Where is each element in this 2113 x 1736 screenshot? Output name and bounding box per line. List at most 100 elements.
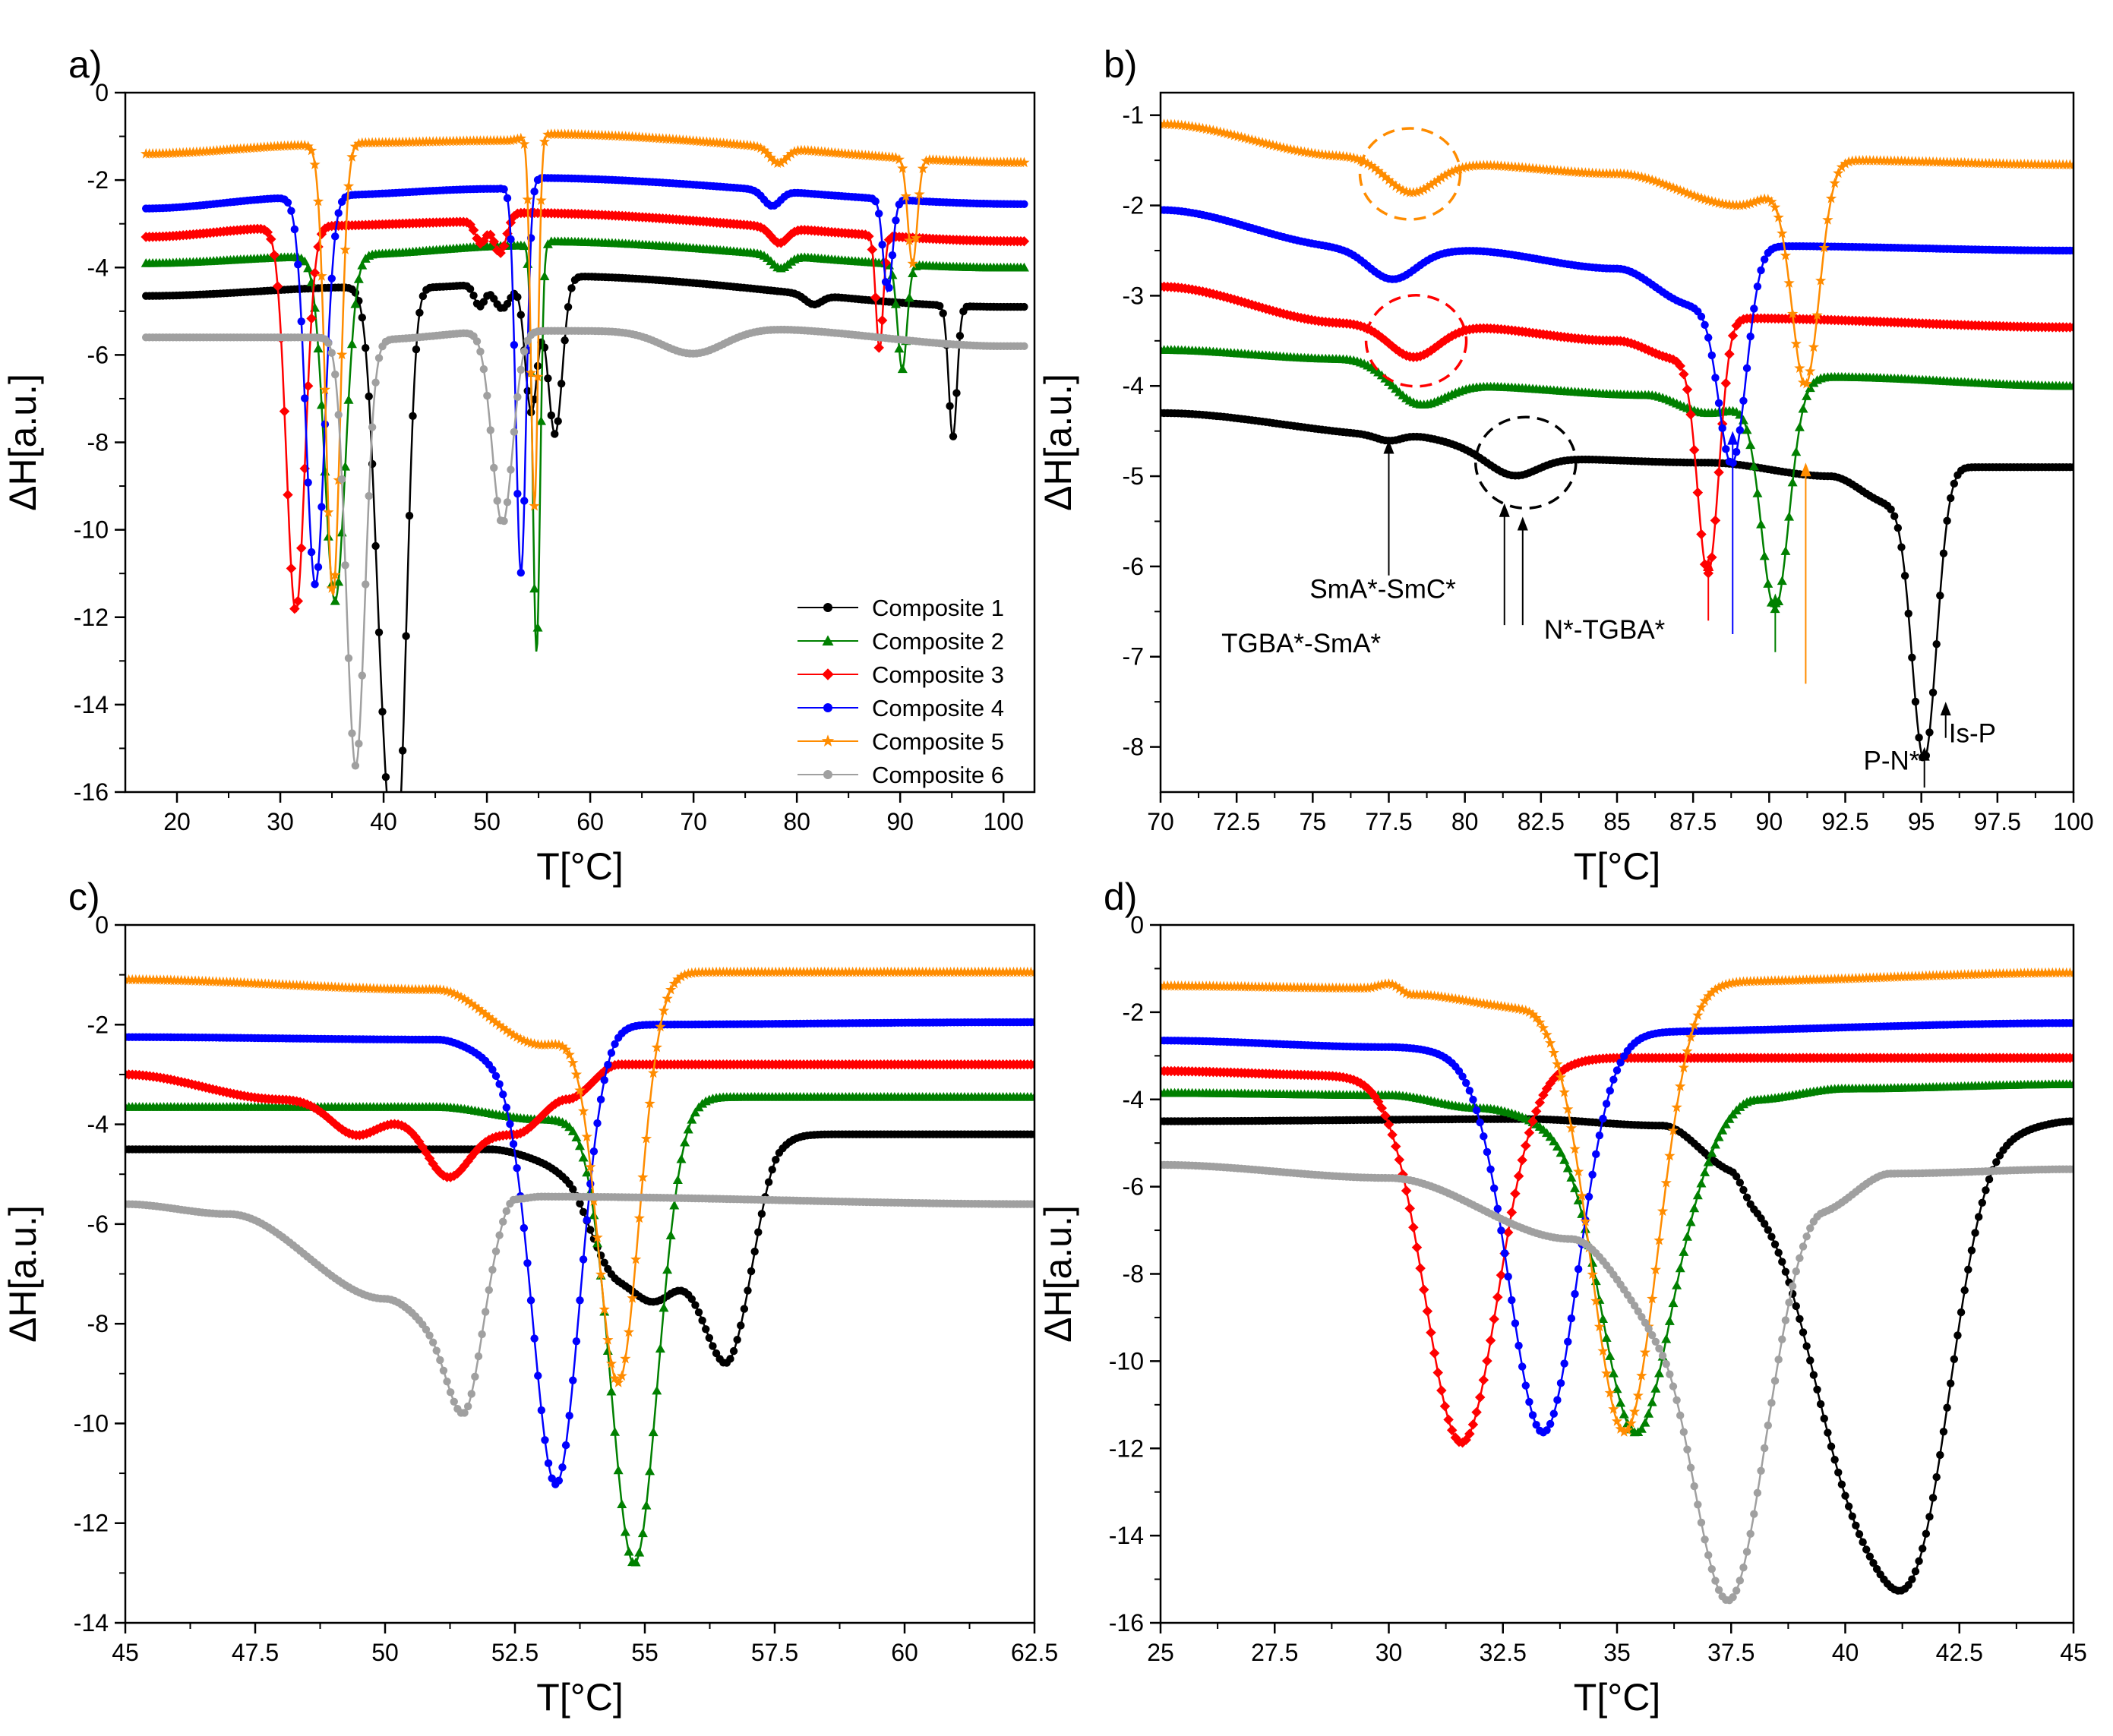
series-composite-6 [125,1192,1034,1417]
series-composite-3 [141,207,1030,614]
series-composite-1 [125,1130,1034,1367]
legend-label: Composite 2 [872,628,1004,655]
legend: Composite 1 Composite 2 Composite 3 Composi… [798,595,1004,788]
y-tick-label: -5 [1123,462,1144,490]
x-tick-label: 20 [163,808,191,835]
y-tick-label: -2 [87,166,109,194]
x-tick-label: 27.5 [1251,1639,1298,1666]
series-composite-5 [141,128,1030,597]
legend-label: Composite 4 [872,695,1004,721]
y-tick-label: -4 [1123,1086,1144,1113]
series-composite-6 [1161,1160,2074,1605]
x-tick-label: 45 [112,1639,139,1666]
legend-label: Composite 3 [872,661,1004,688]
chart-panel-b: b) 70 72.5 75 77.5 80 82.5 85 87.5 90 92.5 95 97.5 10… [1037,43,2094,888]
x-tick-label: 35 [1603,1639,1631,1666]
x-tick-label: 42.5 [1936,1639,1983,1666]
plot-area [125,966,1034,1567]
panel-label: c) [68,876,100,918]
x-tick-label: 50 [371,1639,399,1666]
y-tick-label: -14 [74,1609,109,1637]
legend-entry: Composite 5 [798,728,1004,755]
chart-panel-a: a) 20 30 40 50 60 70 80 90 100 0 -2 -4 -6 -8 -10 -12 -14 -… [2,43,1036,888]
chart-panel-c: c) 45 47.5 50 52.5 55 57.5 60 62.5 0 -2 -4 -6 -8 -10 -1… [2,876,1058,1719]
x-tick-label: 90 [886,808,914,835]
highlight-circle [1358,127,1462,221]
x-tick-label: 85 [1603,808,1631,835]
x-tick-label: 37.5 [1707,1639,1755,1666]
series-composite-2 [141,236,1029,652]
y-tick-label: -8 [87,1310,109,1337]
y-tick-label: -6 [1123,1173,1144,1201]
x-tick-label: 80 [783,808,810,835]
x-tick-label: 82.5 [1518,808,1565,835]
x-tick-label: 32.5 [1480,1639,1527,1666]
x-tick-label: 75 [1300,808,1327,835]
y-tick-label: -14 [1109,1522,1144,1549]
plot-area [141,128,1030,792]
x-axis-title: T[°C] [536,1676,623,1719]
highlight-circle [1364,294,1468,388]
y-axis-title: ΔH[a.u.] [1037,1205,1079,1343]
y-tick-label: -2 [87,1011,109,1038]
x-tick-label: 45 [2060,1639,2087,1666]
annotations: SmA*-SmC* TGBA*-SmA* N*-TGBA* P-N* Is-P [1221,127,1996,788]
x-tick-label: 60 [576,808,604,835]
x-tick-label: 30 [267,808,294,835]
transition-label: Is-P [1949,719,1996,749]
x-tick-label: 92.5 [1821,808,1868,835]
transition-label: SmA*-SmC* [1309,574,1456,604]
x-axis-title: T[°C] [536,845,623,888]
y-tick-label: -10 [1109,1347,1144,1375]
series-composite-5 [125,966,1034,1387]
legend-label: Composite 1 [872,595,1004,621]
legend-entry: Composite 1 [798,595,1004,621]
x-tick-label: 47.5 [232,1639,279,1666]
highlight-circle [1474,415,1578,510]
series-composite-5 [1161,967,2074,1437]
legend-label: Composite 6 [872,762,1004,788]
x-tick-label: 97.5 [1974,808,2021,835]
x-axis-title: T[°C] [1574,1676,1660,1719]
y-tick-label: -12 [74,1510,109,1537]
panel-label: a) [68,43,102,86]
series-composite-2 [125,1091,1034,1567]
series-composite-1 [1161,1115,2074,1595]
y-tick-label: -4 [87,254,109,281]
x-tick-label: 70 [1147,808,1174,835]
x-tick-label: 40 [370,808,397,835]
y-tick-label: -2 [1123,192,1144,219]
y-tick-label: -8 [1123,734,1144,761]
series-composite-1 [142,272,1028,792]
plot-area [1161,967,2074,1605]
x-tick-label: 70 [680,808,707,835]
y-tick-label: -8 [1123,1261,1144,1288]
y-tick-label: -10 [74,1409,109,1437]
series-composite-4 [1161,1019,2074,1437]
y-axis-title: ΔH[a.u.] [2,1205,44,1343]
x-tick-label: 57.5 [751,1639,798,1666]
y-tick-label: 0 [95,79,109,106]
y-axis-title: ΔH[a.u.] [2,374,44,511]
x-tick-label: 87.5 [1669,808,1717,835]
x-tick-label: 50 [473,808,501,835]
axes-frame [1159,91,2075,794]
y-tick-label: -4 [87,1111,109,1138]
transition-label: N*-TGBA* [1544,615,1666,645]
x-tick-label: 25 [1147,1639,1174,1666]
series-composite-2 [1161,1079,2074,1437]
x-tick-label: 62.5 [1011,1639,1058,1666]
series-composite-5 [1161,118,2074,389]
series-composite-1 [1161,409,2074,762]
series-composite-4 [125,1018,1034,1488]
x-tick-label: 30 [1376,1639,1403,1666]
y-tick-label: -2 [1123,999,1144,1026]
series-composite-6 [142,325,1028,770]
legend-entry: Composite 2 [798,628,1004,655]
x-tick-label: 80 [1451,808,1479,835]
series-composite-3 [1161,1053,2074,1448]
x-tick-label: 100 [983,808,1023,835]
y-axis-title: ΔH[a.u.] [1037,374,1079,511]
x-tick-label: 60 [891,1639,918,1666]
